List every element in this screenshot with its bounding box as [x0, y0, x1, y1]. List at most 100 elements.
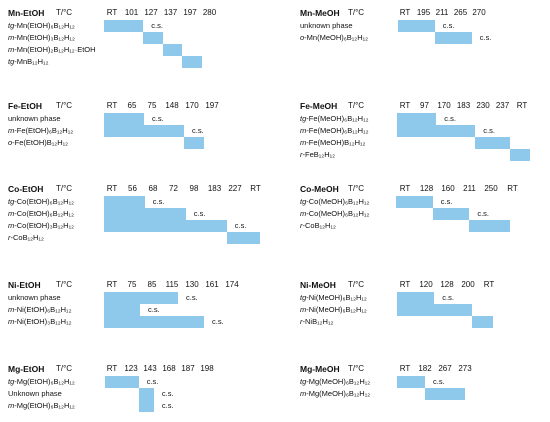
phase-label: tg-Mg(EtOH)₆B₁₂H₁₂	[8, 377, 75, 387]
panel-title: Mn-EtOH	[8, 8, 45, 18]
phase-label: m-Fe(MeOH)B₁₂H₁₂	[300, 138, 365, 148]
panel-title: Ni-MeOH	[300, 280, 336, 290]
phase-formula: unknown phase	[300, 21, 353, 30]
phase-label: m-Ni(EtOH)₃B₁₂H₁₂	[8, 317, 72, 327]
phase-formula: -Mg(MeOH)₆B₁₂H₁₂	[306, 389, 371, 398]
cs-label: c.s.	[193, 209, 206, 218]
temperature-tick-label: 198	[200, 364, 214, 373]
phase-prefix: r	[300, 221, 303, 230]
phase-bar	[396, 292, 435, 304]
phase-label: r-CoB₁₂H₁₂	[8, 233, 44, 243]
temperature-tick-label: 182	[418, 364, 432, 373]
temperature-tick-label: 161	[205, 280, 219, 289]
temperature-tick-label: RT	[483, 280, 495, 289]
temperature-tick-label: 123	[124, 364, 138, 373]
temperature-tick-label: 230	[476, 101, 490, 110]
temperature-tick-label: RT	[399, 184, 411, 193]
phase-label: tg-Mn(EtOH)₆B₁₂H₁₂	[8, 21, 75, 31]
phase-formula: -Mn(EtOH)₂B₁₂H₁₂·EtOH	[14, 45, 96, 54]
phase-prefix: m	[8, 45, 15, 54]
cs-label: c.s.	[152, 114, 164, 123]
temperature-tick-label: 183	[207, 184, 222, 193]
phase-label: tg-Co(EtOH)₆B₁₂H₁₂	[8, 197, 74, 207]
phase-bar	[104, 316, 204, 328]
phase-prefix: tg	[300, 293, 307, 302]
phase-bar	[397, 113, 437, 125]
phase-label: m-Ni(EtOH)₆B₁₂H₁₂	[8, 305, 72, 315]
panel-title: Fe-EtOH	[8, 101, 42, 111]
phase-formula: -Ni(MeOH)₆B₁₂H₁₂	[306, 305, 367, 314]
panel-title: Fe-MeOH	[300, 101, 338, 111]
cs-label: c.s.	[186, 293, 198, 302]
phase-bar	[472, 316, 494, 328]
phase-formula: -Fe(MeOH)₆B₁₂H₁₂	[306, 114, 369, 123]
phase-label: unknown phase	[8, 114, 61, 124]
temperature-tick-label: 168	[162, 364, 176, 373]
cs-label: c.s.	[433, 377, 445, 386]
temperature-unit: T/°C	[348, 364, 365, 373]
phase-formula: -CoB₁₂H₁₂	[10, 233, 44, 242]
temperature-tick-label: 143	[143, 364, 157, 373]
phase-formula: -Fe(EtOH)B₁₂H₁₂	[12, 138, 69, 147]
phase-formula: -Mn(EtOH)₃B₁₂H₁₂	[14, 33, 75, 42]
phase-label: m-Mn(EtOH)₃B₁₂H₁₂	[8, 33, 75, 43]
temperature-tick-label: 128	[419, 184, 434, 193]
phase-formula: -Mn(EtOH)₆B₁₂H₁₂	[14, 21, 75, 30]
phase-formula: -Fe(EtOH)₆B₁₂H₁₂	[14, 126, 74, 135]
phase-label: o-Mn(MeOH)₆B₁₂H₁₂	[300, 33, 368, 43]
cs-label: c.s.	[161, 389, 174, 398]
phase-bar	[143, 32, 163, 44]
temperature-unit: T/°C	[56, 184, 73, 193]
temperature-tick-label: 72	[169, 184, 178, 193]
temperature-tick-label: 115	[165, 280, 179, 289]
temperature-tick-label: 250	[484, 184, 498, 193]
phase-prefix: r	[300, 317, 303, 326]
temperature-tick-label: 120	[419, 280, 433, 289]
temperature-unit: T/°C	[56, 101, 73, 110]
phase-formula: -Mg(EtOH)₆B₁₂H₁₂	[14, 401, 75, 410]
phase-prefix: tg	[8, 197, 15, 206]
phase-formula: -Co(EtOH)₆B₁₂H₁₂	[14, 209, 74, 218]
phase-prefix: m	[8, 401, 15, 410]
phase-label: tg-Co(MeOH)₆B₁₂H₁₂	[300, 197, 369, 207]
phase-prefix: tg	[300, 197, 307, 206]
temperature-tick-label: 98	[189, 184, 199, 193]
temperature-tick-label: RT	[507, 184, 518, 193]
phase-formula: -Co(MeOH)₆B₁₂H₁₂	[306, 209, 370, 218]
temperature-tick-label: 137	[163, 8, 178, 17]
cs-label: c.s.	[440, 197, 453, 206]
phase-prefix: r	[300, 150, 303, 159]
phase-label: m-Co(EtOH)₃B₁₂H₁₂	[8, 221, 74, 231]
phase-formula: -FeB₁₂H₁₂	[302, 150, 336, 159]
temperature-tick-label: RT	[106, 364, 118, 373]
phase-label: r-NiB₁₂H₁₂	[300, 317, 333, 327]
phase-bar	[104, 20, 144, 32]
temperature-tick-label: 197	[183, 8, 197, 17]
phase-bar	[104, 125, 184, 137]
temperature-tick-label: 128	[440, 280, 454, 289]
phase-bar	[397, 20, 435, 32]
temperature-tick-label: 273	[458, 364, 472, 373]
temperature-tick-label: 267	[438, 364, 452, 373]
phase-label: tg-Ni(MeOH)₆B₁₂H₁₂	[300, 293, 367, 303]
panel-title: Co-EtOH	[8, 184, 44, 194]
temperature-tick-label: 85	[147, 280, 157, 289]
phase-bar	[432, 208, 470, 220]
temperature-tick-label: RT	[106, 8, 118, 17]
phase-formula: -Co(EtOH)₆B₁₂H₁₂	[14, 197, 75, 206]
panel-title: Mg-EtOH	[8, 364, 45, 374]
phase-formula: Unknown phase	[8, 389, 62, 398]
temperature-unit: T/°C	[56, 364, 73, 373]
phase-prefix: o	[8, 138, 13, 147]
temperature-tick-label: 75	[127, 280, 137, 289]
phase-formula: -Mg(EtOH)₆B₁₂H₁₂	[14, 377, 75, 386]
temperature-tick-label: 197	[205, 101, 219, 110]
phase-prefix: tg	[8, 57, 15, 66]
phase-label: r-CoB₁₂H₁₂	[300, 221, 336, 231]
phase-prefix: m	[8, 317, 15, 326]
phase-bar	[397, 125, 476, 137]
temperature-unit: T/°C	[348, 280, 365, 289]
phase-bar	[103, 220, 227, 232]
phase-bar	[104, 376, 139, 388]
phase-bar	[226, 232, 260, 244]
